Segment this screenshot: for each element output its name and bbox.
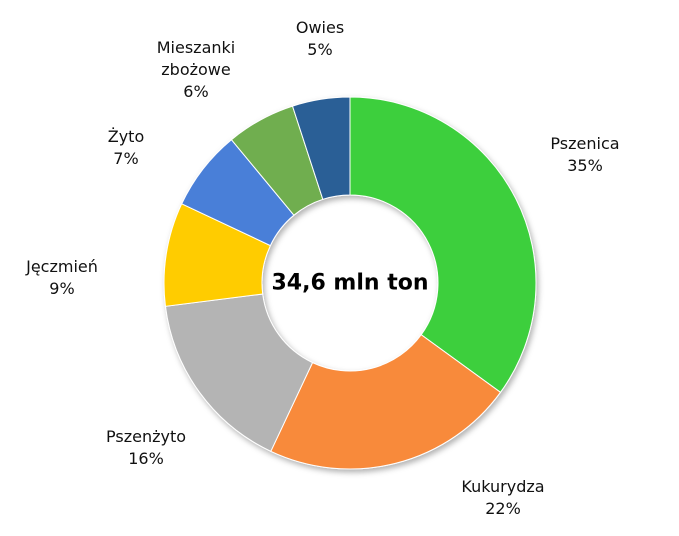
value-label: 7%: [113, 149, 139, 168]
category: Żyto: [107, 127, 145, 146]
slice-label: Pszenżyto 16%: [106, 426, 186, 470]
category: Jęczmień: [26, 257, 98, 276]
slice-label: Owies 5%: [296, 17, 344, 61]
category: Pszenżyto: [105, 427, 187, 446]
category: Kukurydza: [461, 477, 545, 496]
slice-label: Pszenica 35%: [550, 133, 619, 177]
slice: [270, 334, 502, 470]
category: Pszenica: [550, 134, 620, 153]
slice-label: Żyto 7%: [108, 126, 145, 170]
value-label: 6%: [183, 82, 209, 101]
category: Mieszanki zbożowe: [156, 38, 236, 79]
slice-label: Jęczmień 9%: [26, 256, 98, 300]
value-label: 16%: [128, 449, 164, 468]
slice: [349, 96, 537, 394]
slice-label: Mieszanki zbożowe 6%: [141, 37, 251, 103]
value-label: 22%: [485, 499, 521, 518]
category: Owies: [295, 18, 345, 37]
center-label: 34,6 mln ton: [271, 270, 429, 296]
value-label: 5%: [307, 40, 333, 59]
slice-label: Kukurydza 22%: [461, 476, 544, 520]
slice: [164, 293, 314, 452]
value-label: 35%: [567, 156, 603, 175]
slices: [163, 96, 537, 470]
slice: [291, 96, 351, 200]
value-label: 9%: [49, 279, 75, 298]
